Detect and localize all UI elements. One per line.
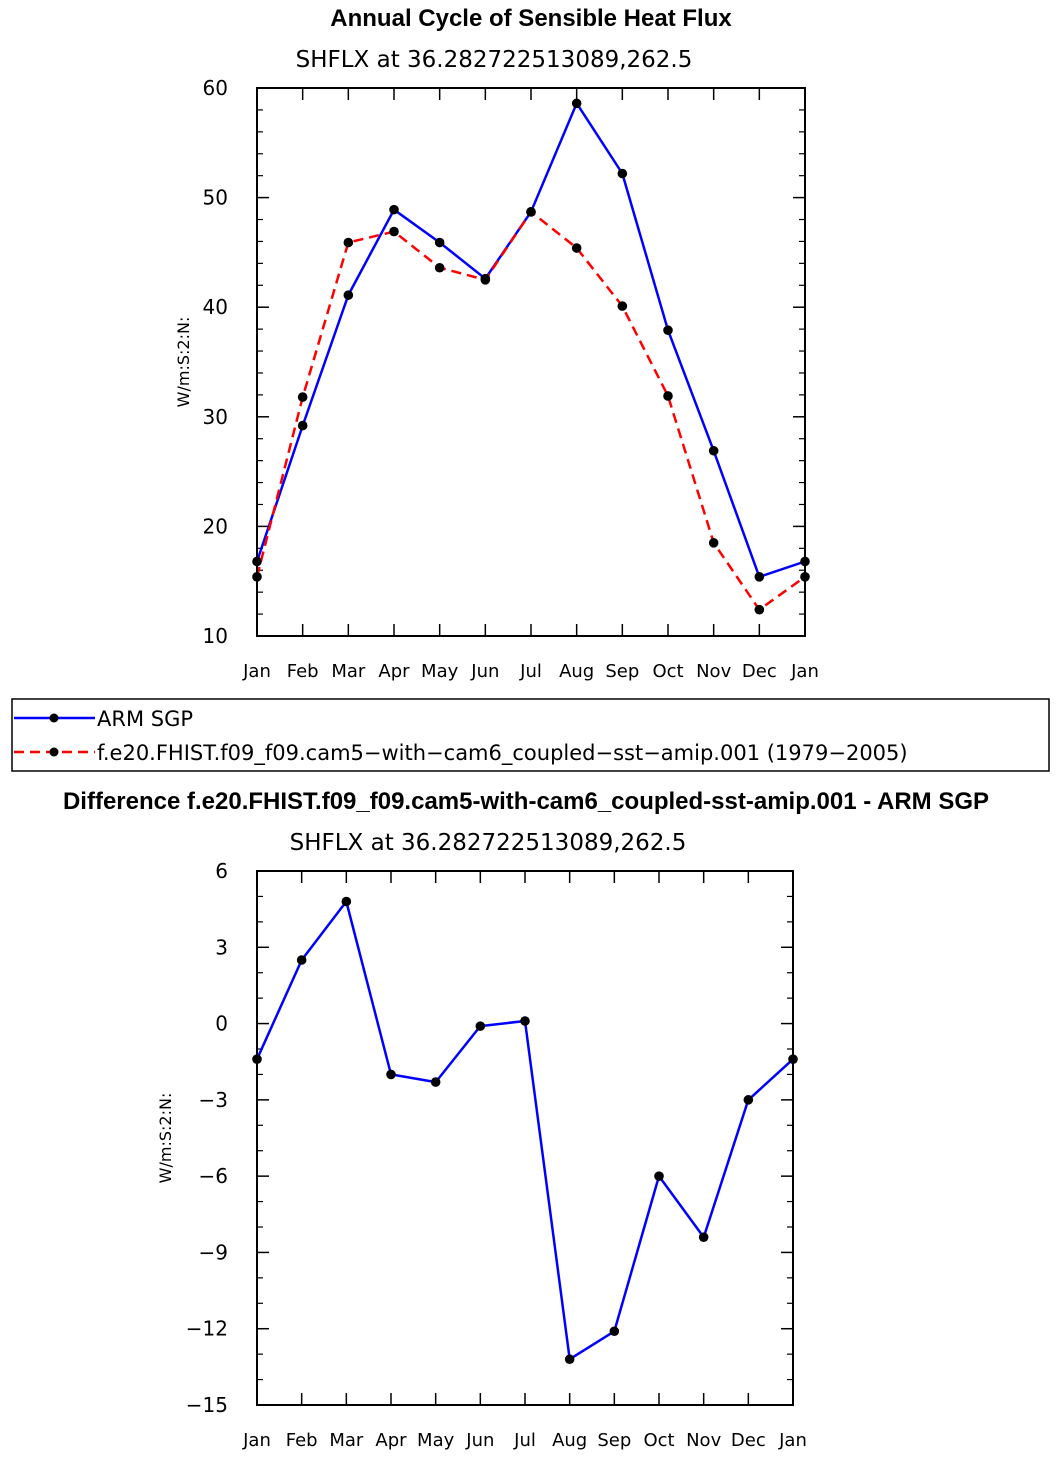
- series-0-point: [609, 1326, 620, 1337]
- series-0-point: [564, 1354, 575, 1365]
- series-0-point: [698, 1232, 709, 1242]
- series-0-point: [341, 896, 352, 907]
- x-tick-label: Oct: [643, 1430, 674, 1451]
- series-0-point: [754, 572, 765, 582]
- top-chart-title: Annual Cycle of Sensible Heat Flux: [330, 5, 732, 32]
- series-1-point: [754, 604, 765, 615]
- legend-marker-model: [49, 747, 59, 757]
- top-chart-ylabel: W/m:S:2:N:: [174, 317, 193, 408]
- x-tick-label: Jul: [513, 1430, 536, 1451]
- y-tick-label: −6: [199, 1164, 228, 1188]
- bottom-chart-ylabel: W/m:S:2:N:: [156, 1093, 175, 1184]
- legend: ARM SGP f.e20.FHIST.f09_f09.cam5−with−ca…: [11, 698, 1050, 772]
- y-tick-label: −12: [186, 1317, 228, 1341]
- series-1-point: [617, 301, 628, 311]
- series-1-point: [343, 237, 354, 248]
- series-0-point: [571, 98, 582, 109]
- y-tick-label: 50: [203, 186, 228, 210]
- x-tick-label: Dec: [731, 1430, 766, 1451]
- top-chart-series: [252, 98, 810, 615]
- bottom-chart-ytick-labels: −15 −12 −9 −6 −3 0 3 6: [186, 859, 228, 1417]
- y-tick-label: 0: [215, 1012, 228, 1036]
- series-0-point: [386, 1069, 396, 1080]
- series-1-point: [708, 538, 719, 548]
- y-tick-label: 60: [203, 76, 228, 100]
- series-0-point: [663, 325, 673, 336]
- series-1-point: [571, 243, 582, 253]
- y-tick-label: 20: [203, 514, 228, 538]
- series-0-point: [389, 204, 399, 215]
- x-tick-label: Jan: [242, 1430, 271, 1451]
- x-tick-label: Jul: [519, 661, 542, 682]
- top-chart-ytick-labels: 10 20 30 40 50 60: [203, 76, 228, 648]
- x-tick-label: Sep: [597, 1430, 631, 1451]
- top-chart-subtitle: SHFLX at 36.282722513089,262.5: [296, 47, 693, 73]
- series-0-point: [343, 290, 354, 300]
- x-tick-label: Dec: [742, 661, 777, 682]
- y-tick-label: −9: [199, 1240, 228, 1264]
- series-0-point: [296, 955, 307, 965]
- series-0-point: [617, 168, 628, 179]
- x-tick-label: Nov: [686, 1430, 721, 1451]
- series-1-point: [480, 275, 491, 285]
- top-chart: Annual Cycle of Sensible Heat Flux SHFLX…: [174, 5, 819, 682]
- legend-box: [11, 698, 1050, 772]
- series-0-point: [520, 1016, 530, 1026]
- x-tick-label: Mar: [331, 661, 366, 682]
- bottom-chart-subtitle: SHFLX at 36.282722513089,262.5: [290, 830, 687, 856]
- series-0-point: [434, 237, 445, 248]
- bottom-chart-ticks: [256, 870, 794, 1406]
- bottom-chart-xtick-labels: Jan Feb Mar Apr May Jun Jul Aug Sep Oct Nov Dec Jan: [242, 1430, 807, 1451]
- x-tick-label: Jan: [242, 661, 271, 682]
- bottom-chart: Difference f.e20.FHIST.f09_f09.cam5-with…: [63, 788, 989, 1451]
- series-1-point: [434, 262, 445, 273]
- y-tick-label: −15: [186, 1393, 228, 1417]
- y-tick-label: 3: [215, 935, 228, 959]
- x-tick-label: Aug: [559, 661, 594, 682]
- series-0-point: [654, 1171, 664, 1181]
- x-tick-label: May: [421, 661, 459, 682]
- legend-label-model: f.e20.FHIST.f09_f09.cam5−with−cam6_coupl…: [97, 741, 908, 766]
- y-tick-label: 30: [203, 405, 228, 429]
- x-tick-label: Sep: [605, 661, 639, 682]
- series-line-1: [255, 210, 806, 611]
- series-0-point: [708, 445, 719, 456]
- top-chart-xtick-labels: Jan Feb Mar Apr May Jun Jul Aug Sep Oct Nov Dec Jan: [242, 661, 819, 682]
- top-chart-ticks: [256, 87, 806, 637]
- series-line-0: [255, 102, 806, 579]
- y-tick-label: 40: [203, 295, 228, 319]
- series-1-point: [526, 207, 536, 217]
- x-tick-label: Mar: [329, 1430, 364, 1451]
- x-tick-label: May: [417, 1430, 455, 1451]
- bottom-chart-title: Difference f.e20.FHIST.f09_f09.cam5-with…: [63, 788, 989, 815]
- series-0-point: [475, 1021, 486, 1031]
- x-tick-label: Jan: [790, 661, 819, 682]
- bottom-chart-series: [252, 896, 798, 1365]
- x-tick-label: Feb: [286, 1430, 318, 1451]
- bottom-chart-frame: [256, 870, 794, 1406]
- y-tick-label: −3: [199, 1088, 228, 1112]
- x-tick-label: Nov: [696, 661, 731, 682]
- y-tick-label: 10: [203, 624, 228, 648]
- x-tick-label: Oct: [652, 661, 683, 682]
- series-line-0: [255, 900, 794, 1361]
- y-tick-label: 6: [215, 859, 228, 883]
- top-chart-frame: [256, 87, 806, 637]
- series-1-point: [297, 392, 308, 402]
- x-tick-label: Jan: [778, 1430, 807, 1451]
- series-1-point: [389, 226, 399, 237]
- x-tick-label: Apr: [378, 661, 410, 682]
- series-0-point: [430, 1077, 441, 1087]
- series-0-point: [743, 1095, 754, 1105]
- series-1-point: [663, 391, 673, 401]
- x-tick-label: Feb: [287, 661, 319, 682]
- legend-label-arm-sgp: ARM SGP: [97, 707, 193, 731]
- x-tick-label: Jun: [465, 1430, 494, 1451]
- x-tick-label: Apr: [375, 1430, 407, 1451]
- series-0-point: [297, 420, 308, 431]
- x-tick-label: Aug: [552, 1430, 587, 1451]
- legend-marker-arm-sgp: [49, 713, 59, 723]
- x-tick-label: Jun: [470, 661, 499, 682]
